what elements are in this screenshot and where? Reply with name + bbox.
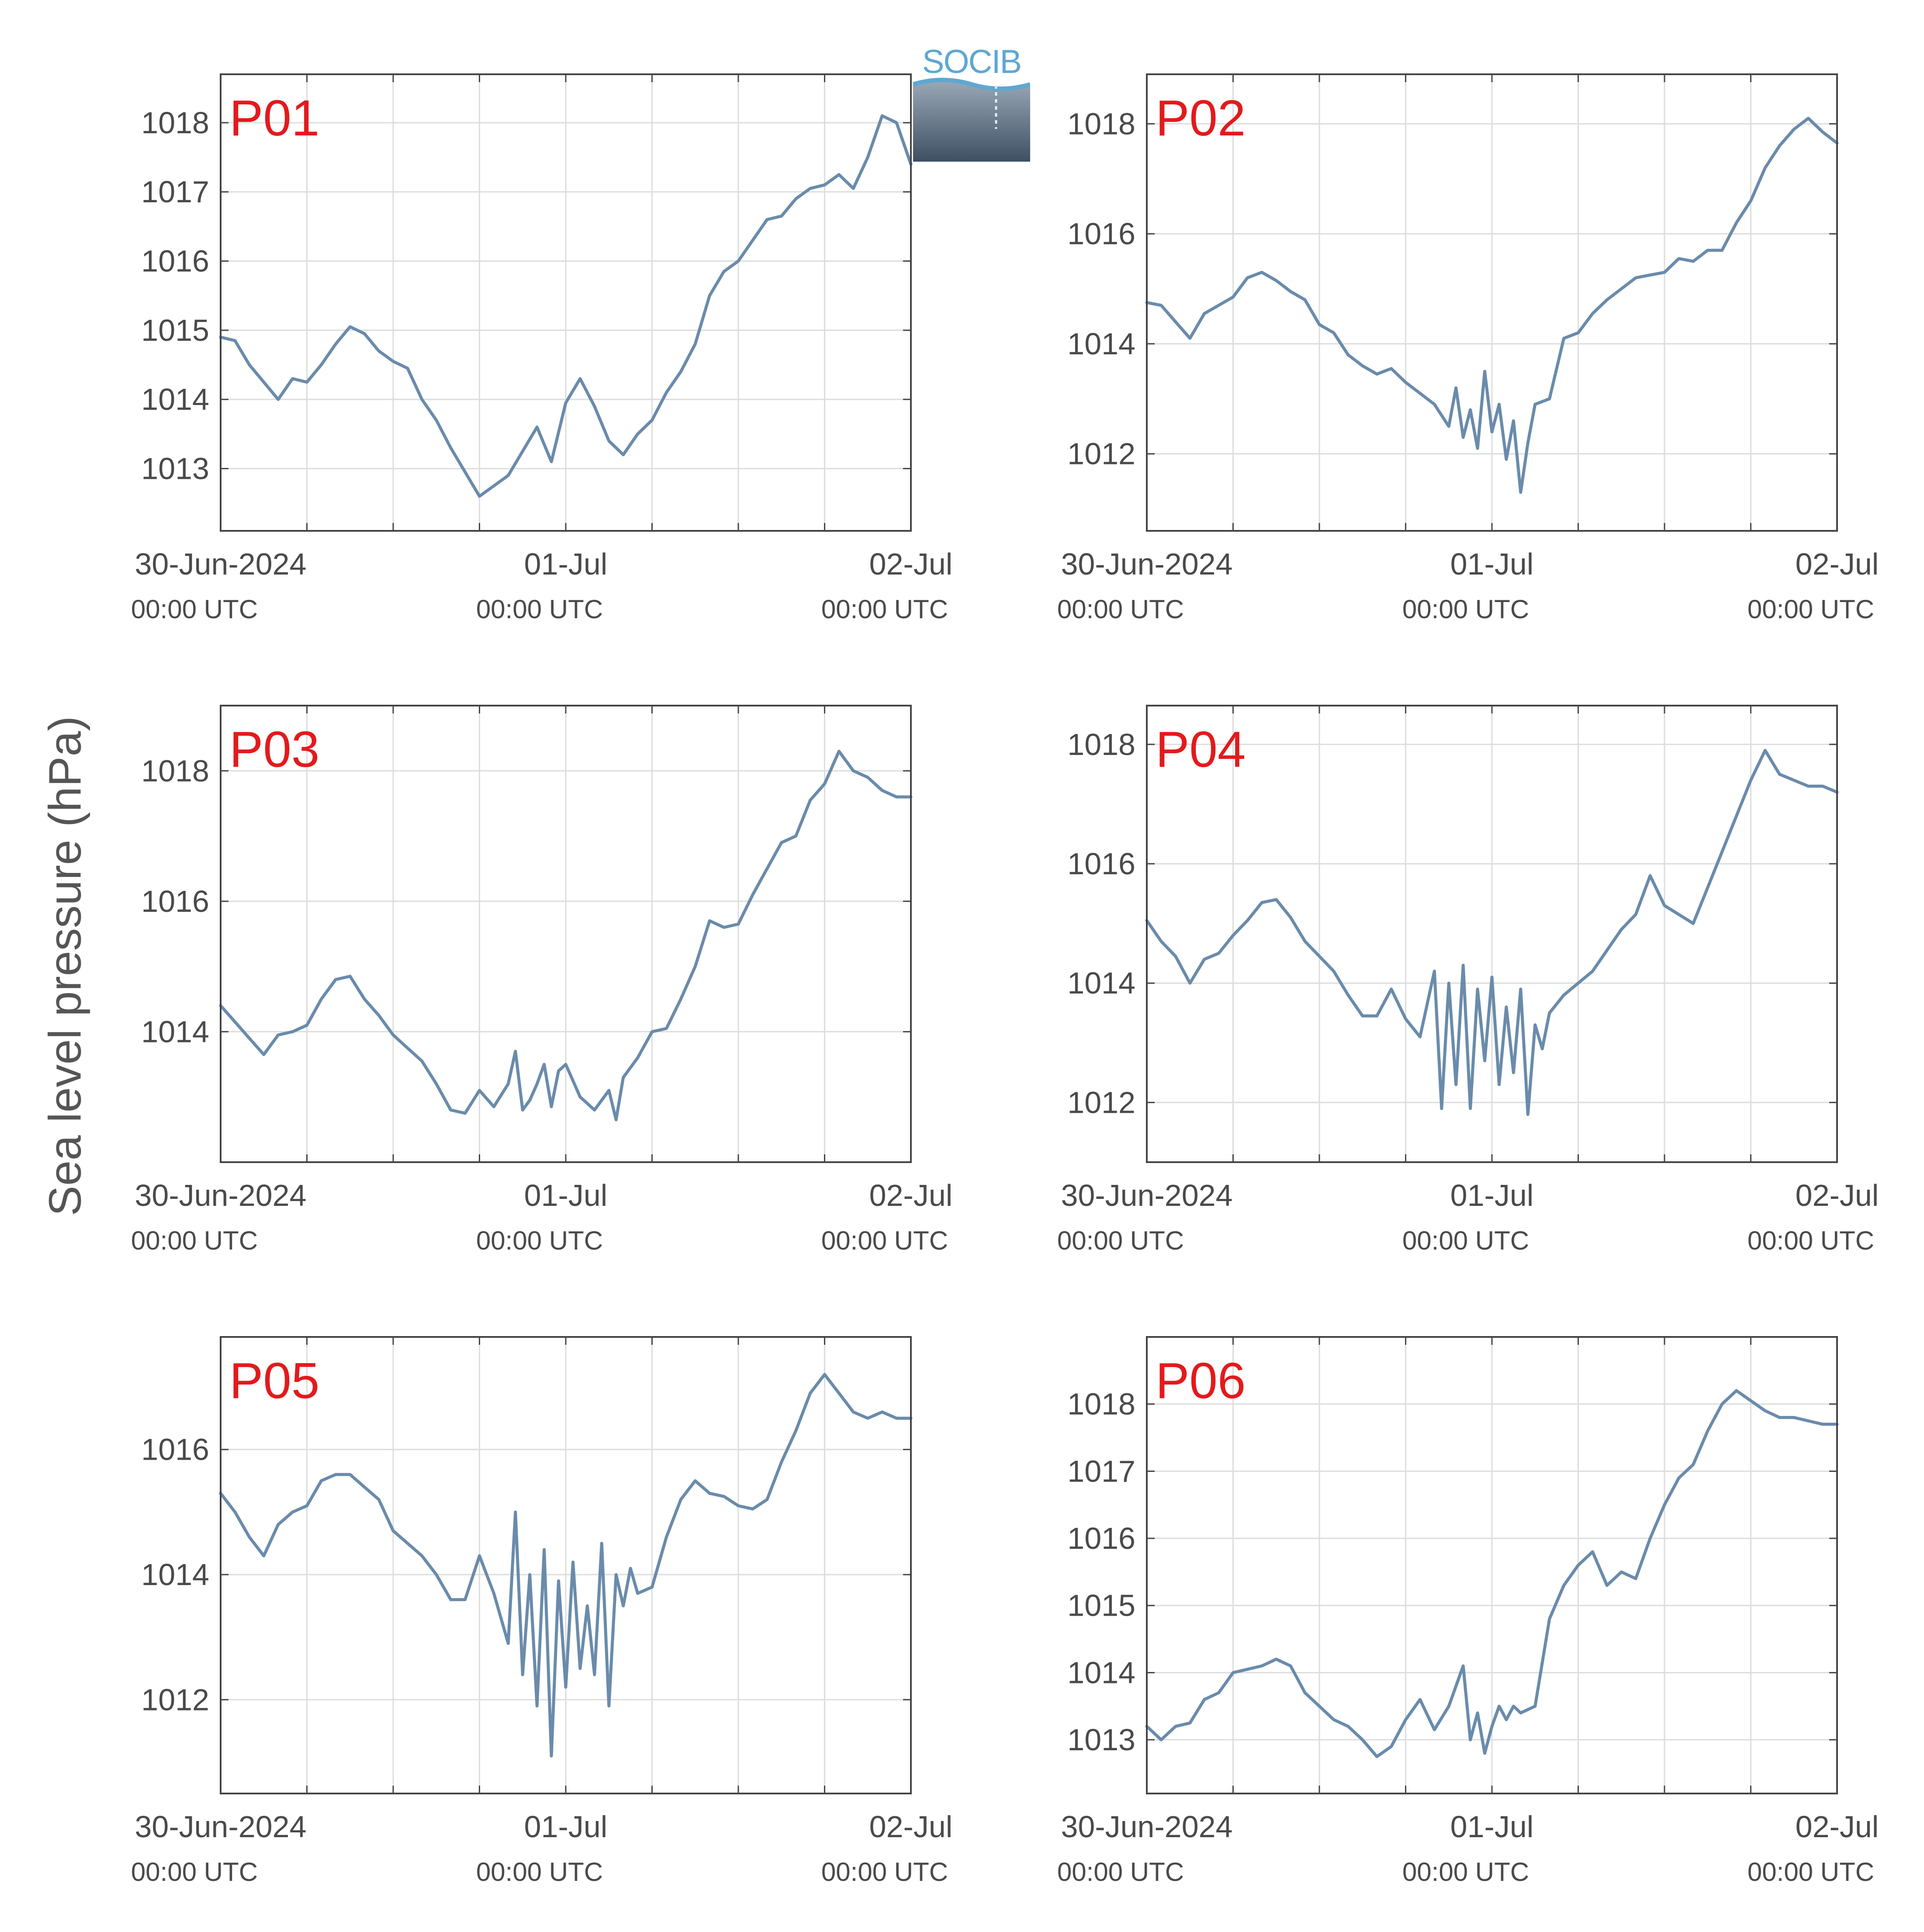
x-tick-label-date: 01-Jul <box>1450 1178 1534 1212</box>
plot-frame <box>1146 1336 1838 1794</box>
x-tick-label-time: 00:00 UTC <box>821 1857 948 1887</box>
x-tick-label-time: 00:00 UTC <box>476 1857 603 1887</box>
x-tick-label-date: 01-Jul <box>524 1810 608 1844</box>
y-tick-label: 1016 <box>1067 1521 1135 1555</box>
x-tick-label-time: 00:00 UTC <box>1748 595 1874 624</box>
y-tick-label: 1014 <box>141 382 209 416</box>
y-tick-label: 1016 <box>1067 847 1135 881</box>
plot-frame <box>220 73 912 532</box>
y-tick-label: 1018 <box>1067 1387 1135 1421</box>
x-tick-label-date: 02-Jul <box>1796 547 1879 581</box>
chart-panel-4: 1012 1014 1016 1018 30-Jun-2024 00:00 UTC 01-J… <box>1057 705 1879 1255</box>
socib-logo: SOCIB <box>913 46 1030 162</box>
chart-panel-1: 1013 1014 1015 1016 1017 1018 30-Jun-2024 00:00… <box>131 73 953 624</box>
y-tick-label: 1017 <box>141 175 209 209</box>
y-tick-label: 1012 <box>141 1683 209 1717</box>
x-tick-label-time: 00:00 UTC <box>1057 595 1184 624</box>
x-tick-label-date: 30-Jun-2024 <box>1061 547 1232 581</box>
x-tick-label-time: 00:00 UTC <box>131 1857 258 1887</box>
y-tick-label: 1014 <box>1067 327 1135 361</box>
y-tick-label: 1015 <box>1067 1589 1135 1623</box>
y-tick-label: 1017 <box>1067 1454 1135 1488</box>
x-tick-label-date: 02-Jul <box>869 1810 953 1844</box>
plot-frame <box>1146 705 1838 1163</box>
x-tick-label-date: 01-Jul <box>524 547 608 581</box>
logo-text: SOCIB <box>922 46 1021 80</box>
series-line <box>219 114 913 498</box>
x-tick-label-date: 02-Jul <box>869 1178 953 1212</box>
panel-label: P05 <box>229 1352 319 1409</box>
y-tick-label: 1016 <box>141 884 209 918</box>
series-line <box>1145 117 1839 494</box>
x-tick-label-date: 30-Jun-2024 <box>1061 1810 1232 1844</box>
x-tick-label-time: 00:00 UTC <box>821 1226 948 1255</box>
x-tick-label-time: 00:00 UTC <box>1748 1857 1874 1887</box>
x-tick-label-time: 00:00 UTC <box>1748 1226 1874 1255</box>
panel-label: P02 <box>1156 90 1246 146</box>
y-tick-label: 1018 <box>141 754 209 788</box>
y-tick-label: 1018 <box>1067 107 1135 141</box>
x-tick-label-date: 02-Jul <box>869 547 953 581</box>
y-tick-label: 1018 <box>141 106 209 140</box>
chart-panel-3: 1014 1016 1018 30-Jun-2024 00:00 UTC 01-Jul 00… <box>131 705 953 1255</box>
y-tick-label: 1016 <box>1067 217 1135 251</box>
chart-panel-5: 1012 1014 1016 30-Jun-2024 00:00 UTC 01-Jul 00… <box>131 1336 953 1887</box>
y-tick-label: 1015 <box>141 313 209 347</box>
series-line <box>1145 1389 1839 1758</box>
panel-label: P01 <box>229 90 319 146</box>
y-tick-label: 1016 <box>141 1433 209 1467</box>
plot-frame <box>1146 73 1838 532</box>
y-axis-label: Sea level pressure (hPa) <box>40 716 91 1216</box>
y-tick-label: 1012 <box>1067 1085 1135 1119</box>
y-tick-label: 1014 <box>141 1014 209 1049</box>
y-tick-label: 1013 <box>1067 1723 1135 1757</box>
y-tick-label: 1018 <box>1067 727 1135 762</box>
x-tick-label-time: 00:00 UTC <box>476 595 603 624</box>
panel-label: P04 <box>1156 721 1246 778</box>
x-tick-label-time: 00:00 UTC <box>1057 1857 1184 1887</box>
y-tick-label: 1013 <box>141 452 209 486</box>
x-tick-label-time: 00:00 UTC <box>476 1226 603 1255</box>
x-tick-label-time: 00:00 UTC <box>1402 595 1529 624</box>
series-line <box>219 750 913 1122</box>
chart-panel-2: 1012 1014 1016 1018 30-Jun-2024 00:00 UTC 01-J… <box>1057 73 1879 624</box>
y-tick-label: 1012 <box>1067 437 1135 471</box>
x-tick-label-date: 01-Jul <box>1450 1810 1534 1844</box>
panel-label: P03 <box>229 721 319 778</box>
y-tick-label: 1014 <box>1067 966 1135 1000</box>
x-tick-label-date: 01-Jul <box>524 1178 608 1212</box>
x-tick-label-date: 02-Jul <box>1796 1810 1879 1844</box>
x-tick-label-time: 00:00 UTC <box>1057 1226 1184 1255</box>
x-tick-label-time: 00:00 UTC <box>131 1226 258 1255</box>
x-tick-label-time: 00:00 UTC <box>821 595 948 624</box>
x-tick-label-date: 02-Jul <box>1796 1178 1879 1212</box>
x-tick-label-time: 00:00 UTC <box>1402 1226 1529 1255</box>
x-tick-label-date: 30-Jun-2024 <box>135 547 306 581</box>
x-tick-label-time: 00:00 UTC <box>1402 1857 1529 1887</box>
series-line <box>219 1373 913 1758</box>
x-tick-label-date: 30-Jun-2024 <box>135 1810 306 1844</box>
y-tick-label: 1014 <box>141 1558 209 1592</box>
y-tick-label: 1014 <box>1067 1655 1135 1690</box>
panel-label: P06 <box>1156 1352 1246 1409</box>
x-tick-label-date: 01-Jul <box>1450 547 1534 581</box>
x-tick-label-date: 30-Jun-2024 <box>1061 1178 1232 1212</box>
x-tick-label-time: 00:00 UTC <box>131 595 258 624</box>
plot-frame <box>220 1336 912 1794</box>
y-tick-label: 1016 <box>141 244 209 278</box>
chart-panel-6: 1013 1014 1015 1016 1017 1018 30-Jun-2024 00:00… <box>1057 1336 1879 1887</box>
series-line <box>1145 749 1839 1116</box>
plot-frame <box>220 705 912 1163</box>
x-tick-label-date: 30-Jun-2024 <box>135 1178 306 1212</box>
